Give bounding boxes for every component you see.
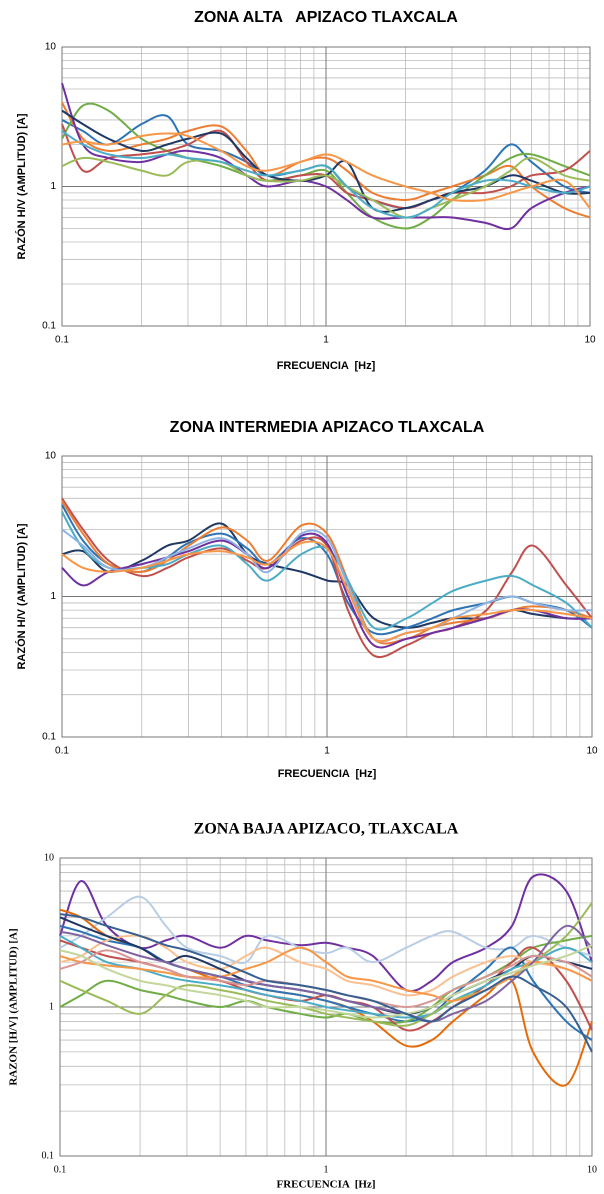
x-tick-label: 10 bbox=[584, 335, 596, 346]
chart-title: ZONA ALTA APIZACO TLAXCALA bbox=[194, 9, 458, 26]
data-line bbox=[61, 82, 591, 231]
chart-panel: ZONA ALTA APIZACO TLAXCALA FRECUENCIA [Hz… bbox=[15, 9, 596, 372]
data-line bbox=[59, 873, 593, 992]
y-axis-label: RAZON [H/V] (AMPLITUD) [A] bbox=[8, 928, 20, 1085]
x-tick-label: 0.1 bbox=[55, 335, 69, 346]
chart-title: ZONA BAJA APIZACO, TLAXCALA bbox=[194, 821, 459, 838]
y-tick-label: 1 bbox=[50, 181, 56, 192]
y-tick-label: 1 bbox=[49, 1001, 54, 1012]
x-tick-label: 1 bbox=[324, 746, 330, 757]
x-tick-label: 10 bbox=[586, 746, 598, 757]
x-tick-label: 10 bbox=[587, 1164, 597, 1175]
data-line bbox=[59, 924, 593, 1023]
y-tick-label: 10 bbox=[45, 451, 57, 462]
data-line bbox=[61, 156, 591, 219]
y-axis-label: RAZÓN H/V (AMPLITUD) [A] bbox=[15, 523, 28, 669]
y-tick-label: 0.1 bbox=[42, 1150, 55, 1161]
data-line bbox=[61, 132, 591, 209]
y-tick-label: 0.1 bbox=[42, 321, 56, 332]
x-tick-label: 1 bbox=[324, 1164, 329, 1175]
x-axis-label: FRECUENCIA [Hz] bbox=[277, 360, 376, 372]
data-line bbox=[61, 497, 593, 658]
x-axis-label: FRECUENCIA [Hz] bbox=[278, 768, 377, 780]
x-tick-label: 0.1 bbox=[55, 746, 69, 757]
y-tick-label: 10 bbox=[44, 852, 54, 863]
chart-panel: ZONA BAJA APIZACO, TLAXCALA FRECUENCIA [H… bbox=[8, 821, 597, 1191]
data-line bbox=[61, 130, 591, 219]
data-line bbox=[59, 913, 593, 1053]
y-tick-label: 1 bbox=[50, 591, 56, 602]
y-tick-label: 10 bbox=[45, 42, 57, 53]
data-line bbox=[59, 944, 593, 1019]
data-line bbox=[61, 102, 591, 230]
chart-panel: ZONA INTERMEDIA APIZACO TLAXCALA FRECUENC… bbox=[15, 419, 598, 780]
data-line bbox=[59, 935, 593, 1019]
data-line bbox=[61, 540, 593, 643]
x-tick-label: 1 bbox=[323, 335, 329, 346]
x-axis-label: FRECUENCIA [Hz] bbox=[277, 1179, 376, 1191]
y-tick-label: 0.1 bbox=[42, 732, 56, 743]
y-axis-label: RAZÓN H/V (AMPLITUD) [A] bbox=[15, 113, 28, 259]
x-tick-label: 0.1 bbox=[54, 1164, 67, 1175]
chart-title: ZONA INTERMEDIA APIZACO TLAXCALA bbox=[170, 419, 485, 436]
data-line bbox=[59, 946, 593, 1002]
data-line bbox=[59, 934, 593, 1024]
